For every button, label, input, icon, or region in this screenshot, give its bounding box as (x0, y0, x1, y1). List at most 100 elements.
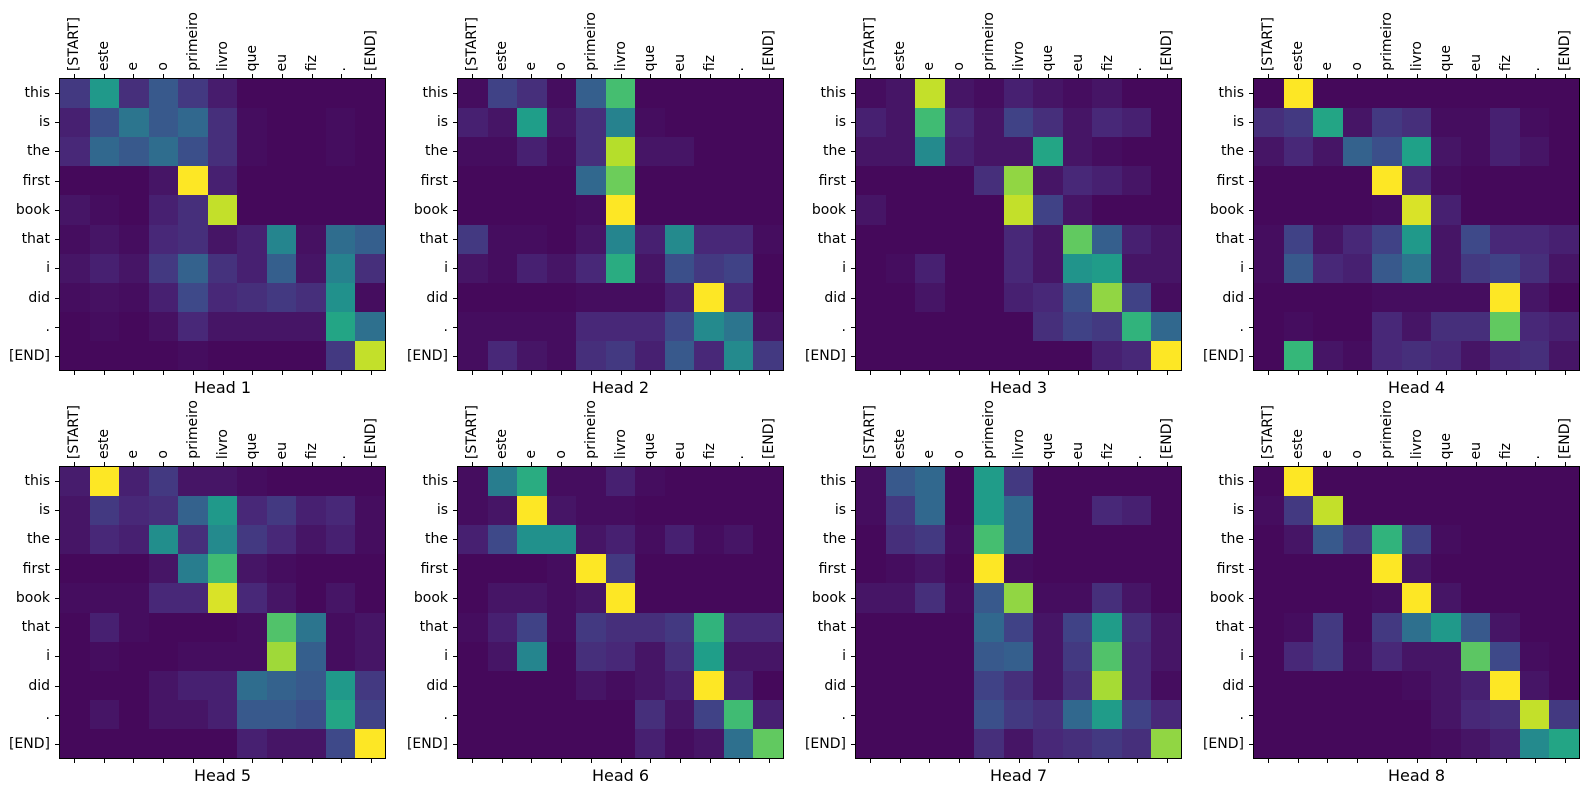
heatmap-cell (60, 641, 90, 671)
x-tick-label-wrap: este (891, 395, 909, 459)
heatmap-cell (1092, 728, 1122, 758)
heatmap-cell (1431, 195, 1461, 225)
heatmap-cell (89, 282, 120, 312)
x-axis-tick-bottom (739, 759, 741, 763)
heatmap-cell (207, 525, 238, 555)
x-axis-tick-bottom (252, 371, 254, 375)
heatmap-cell (178, 641, 208, 671)
heatmap-cell (546, 641, 577, 671)
heatmap-cell (885, 525, 916, 555)
heatmap-cell (1092, 224, 1122, 254)
y-axis-tick (453, 627, 457, 629)
heatmap-cell (1003, 340, 1034, 370)
x-tick-label: [START] (861, 16, 878, 71)
x-axis-tick-top (1048, 462, 1050, 466)
y-tick-label: first (420, 560, 448, 577)
heatmap-cell (856, 670, 886, 700)
x-tick-label-wrap: primeiro (980, 7, 998, 71)
x-tick-label: [END] (363, 417, 380, 459)
x-axis-tick-bottom (1107, 759, 1109, 763)
heatmap-cell (1062, 224, 1093, 254)
heatmap-cell (1549, 554, 1579, 584)
heatmap-cell (458, 282, 488, 312)
heatmap-cell (1401, 670, 1432, 700)
x-axis-tick-top (1505, 462, 1507, 466)
heatmap-cell (1062, 108, 1093, 138)
x-tick-label-wrap: . (1526, 395, 1544, 459)
heatmap-cell (605, 699, 636, 729)
y-tick-label: . (443, 707, 448, 724)
heatmap-cell (1549, 612, 1579, 642)
y-tick-label: book (811, 589, 846, 606)
y-tick-label: [END] (406, 736, 448, 753)
heatmap-cell (694, 554, 724, 584)
heatmap-cell (458, 612, 488, 642)
x-axis-tick-bottom (1077, 759, 1079, 763)
heatmap-cell (325, 79, 356, 109)
heatmap-cell (1313, 166, 1343, 196)
x-tick-label-wrap: e (1318, 7, 1336, 71)
x-tick-label-wrap: o (154, 395, 172, 459)
heatmap-cell (1460, 195, 1491, 225)
heatmap-cell (1519, 253, 1550, 283)
heatmap-cell (635, 525, 665, 555)
y-tick-label: this (422, 84, 448, 101)
heatmap-cell (664, 282, 695, 312)
y-axis-tick (55, 180, 59, 182)
heatmap-cell (1431, 525, 1461, 555)
y-axis-tick (851, 151, 855, 153)
x-axis-tick-top (311, 74, 313, 78)
x-tick-label-wrap: [START] (463, 7, 481, 71)
heatmap-cell (856, 467, 886, 497)
heatmap-cell (1033, 554, 1063, 584)
x-axis-tick-top (561, 462, 563, 466)
x-axis-tick-bottom (311, 759, 313, 763)
heatmap-cell (723, 282, 754, 312)
heatmap-cell (1342, 282, 1373, 312)
heatmap-cell (119, 79, 149, 109)
heatmap-cell (1549, 166, 1579, 196)
x-axis-tick-bottom (988, 371, 990, 375)
heatmap-cell (1313, 641, 1343, 671)
y-tick-label: . (443, 319, 448, 336)
heatmap-cell (723, 253, 754, 283)
x-tick-label-wrap: [END] (1556, 395, 1574, 459)
y-axis-tick (55, 92, 59, 94)
heatmap-cell (296, 340, 326, 370)
heatmap-cell (1372, 554, 1402, 584)
x-tick-label: . (333, 66, 350, 71)
heatmap-cell (1121, 311, 1152, 341)
y-axis-tick (851, 180, 855, 182)
y-axis-tick (453, 92, 457, 94)
heatmap-cell (546, 496, 577, 526)
heatmap-cell (576, 699, 606, 729)
heatmap-cell (1342, 583, 1373, 613)
y-axis-tick (1249, 597, 1253, 599)
heatmap-cell (546, 137, 577, 167)
heatmap-cell (355, 699, 385, 729)
heatmap-cell (237, 253, 267, 283)
heatmap-cell (296, 641, 326, 671)
y-axis-tick (851, 568, 855, 570)
y-tick-label: this (820, 84, 846, 101)
x-tick-label-wrap: . (1526, 7, 1544, 71)
y-axis-tick (453, 539, 457, 541)
heatmap-cell (1460, 496, 1491, 526)
heatmap-cell (1342, 137, 1373, 167)
heatmap-cell (856, 195, 886, 225)
heatmap-cell (1121, 612, 1152, 642)
heatmap-cell (458, 583, 488, 613)
heatmap-cell (487, 670, 518, 700)
y-axis-tick (55, 539, 59, 541)
subplot-head-3: [START] este e o primeiro livro que eu fiz. [END]… (805, 12, 1182, 396)
heatmap-cell (664, 496, 695, 526)
x-axis-tick-bottom (281, 759, 283, 763)
heatmap-cell (487, 340, 518, 370)
heatmap-cell (1121, 282, 1152, 312)
heatmap-cell (694, 699, 724, 729)
heatmap-cell (1003, 728, 1034, 758)
x-tick-label: o (951, 450, 968, 459)
heatmap-cell (119, 670, 149, 700)
y-tick-label: i (1240, 648, 1244, 665)
y-axis-tick (1249, 239, 1253, 241)
